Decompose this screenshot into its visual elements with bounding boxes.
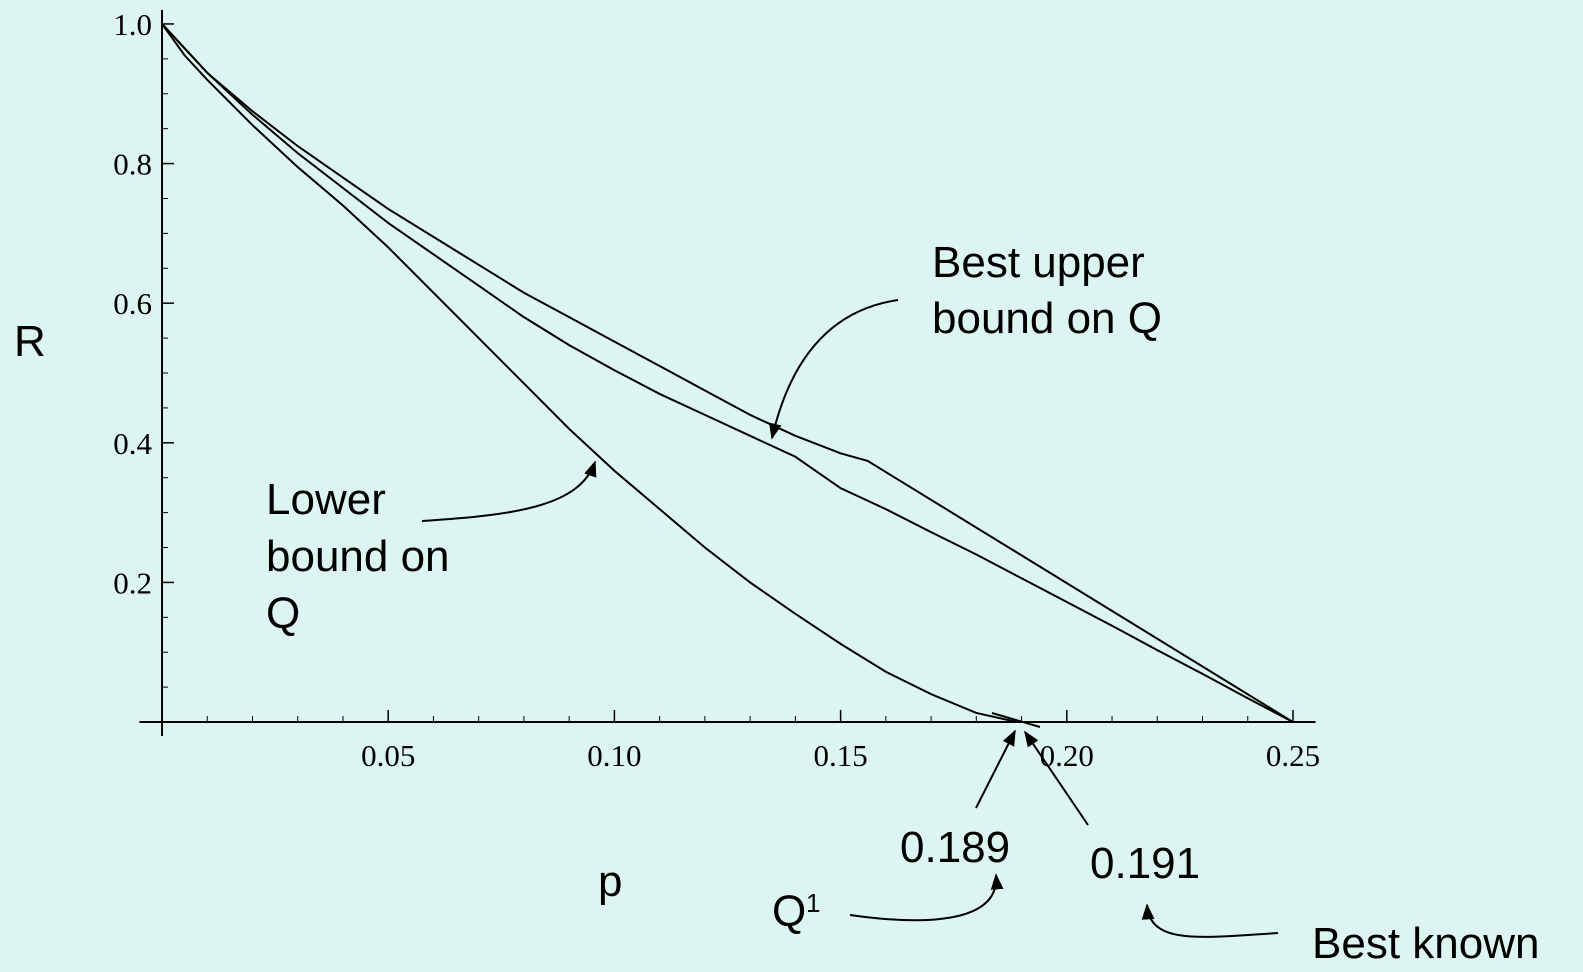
arrow [421,460,597,522]
x-tick-label: 0.25 [1266,738,1320,773]
axes: 0.05 0.10 0.15 0.20 0.25 0.2 0.4 0.6 0.8 1.0 [113,7,1320,773]
arrow [1024,730,1089,826]
annotation: bound on Q [932,294,1162,343]
annotation: 0.191 [1090,839,1200,888]
annotation: Best known [1312,919,1539,968]
arrow [975,729,1016,809]
arrow [1141,903,1279,938]
y-axis-label: R [14,317,46,366]
annotation: Best upper [932,238,1145,287]
arrow [769,299,899,440]
arrow [849,873,1004,922]
annotation: Q [772,887,806,936]
annotation: Q [266,589,300,638]
annotation-superscript: 1 [806,888,820,918]
line-series [161,23,1294,723]
y-tick-label: 1.0 [113,7,152,42]
y-tick-label: 0.8 [113,147,152,182]
annotation: Lower [266,475,386,524]
x-tick-label: 0.05 [361,738,415,773]
y-tick-label: 0.2 [113,565,152,600]
y-tick-label: 0.4 [113,426,152,461]
annotation: bound on [266,532,450,581]
x-tick-label: 0.15 [813,738,867,773]
x-axis-label: p [598,857,622,906]
line-series [161,23,1294,723]
x-tick-label: 0.10 [587,738,641,773]
x-tick-label: 0.20 [1040,738,1094,773]
annotation: 0.189 [900,823,1010,872]
line-series [161,23,1018,724]
marker-line [991,712,1041,728]
y-tick-label: 0.6 [113,286,152,321]
